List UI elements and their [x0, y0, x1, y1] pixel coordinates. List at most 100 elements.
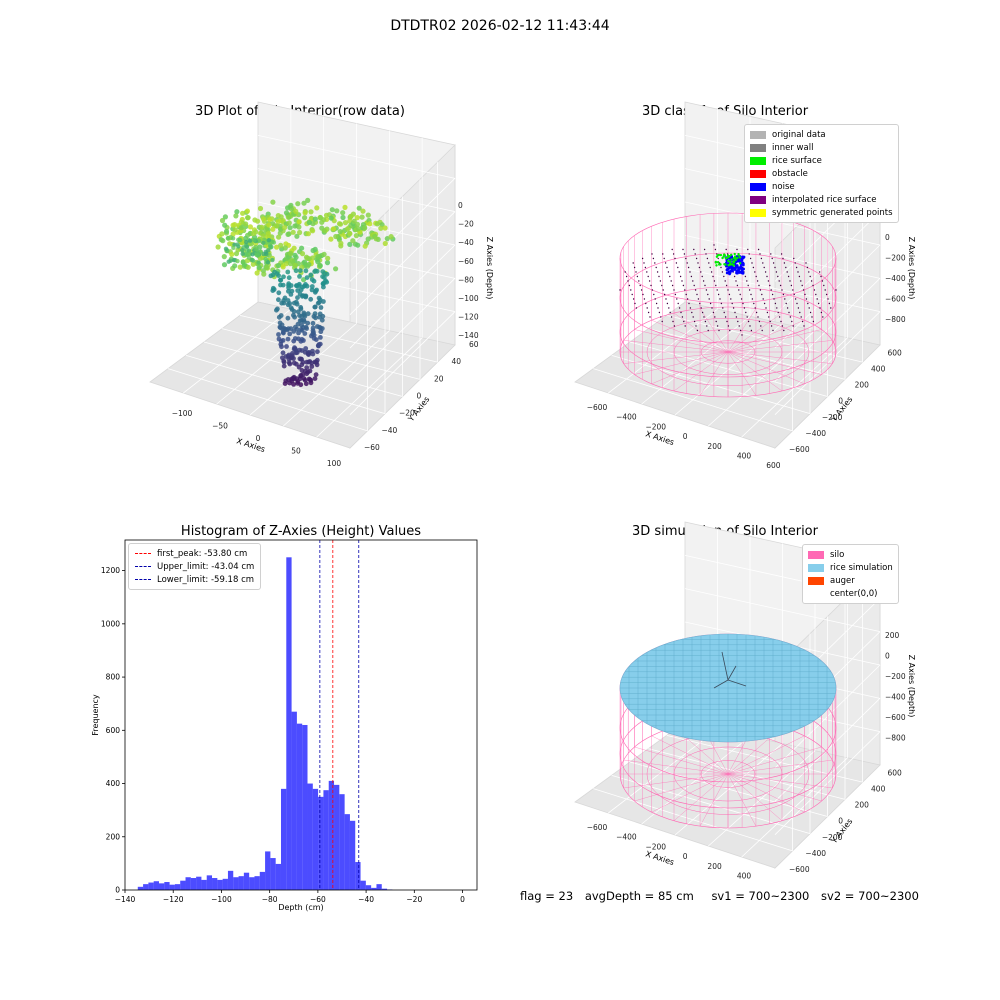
classify-legend-item: noise	[750, 180, 893, 193]
simulation-x-tick: −200	[645, 842, 666, 851]
histogram-bar	[137, 886, 144, 890]
simulation-y-tick: 400	[871, 785, 886, 794]
classify-legend-item: inner wall	[750, 141, 893, 154]
histogram-bar	[312, 788, 319, 890]
simulation-y-tick: −200	[822, 833, 843, 842]
raw-y-tick: 40	[452, 357, 462, 366]
histogram-y-tick: 0	[115, 886, 120, 895]
histogram-y-tick: 400	[106, 779, 121, 788]
histogram-reference-lines	[319, 540, 360, 890]
raw-z-tick: −40	[458, 238, 474, 247]
histogram-chart: −140 −120 −100 −80 −60 −40 −20 0 0 200 400 600 800 10…	[91, 539, 478, 912]
histogram-x-tick: −80	[262, 895, 278, 904]
histogram-y-tick: 600	[106, 726, 121, 735]
histogram-bar	[344, 814, 350, 890]
histogram-ticks: −140 −120 −100 −80 −60 −40 −20 0 0 200 400 600 800 10…	[101, 566, 465, 904]
simulation-x-tick: 400	[737, 871, 752, 880]
status-footer: flag = 23 avgDepth = 85 cm sv1 = 700~230…	[520, 889, 927, 903]
histogram-bar	[148, 882, 154, 890]
classify-y-tick: 400	[871, 365, 886, 374]
simulation-x-tick: −600	[587, 823, 608, 832]
classify-x-tick: −200	[645, 422, 666, 431]
raw-z-tick: 0	[458, 201, 463, 210]
raw-plot-box	[149, 101, 456, 449]
histogram-frame	[124, 539, 478, 891]
sv1-value: sv1 = 700~2300	[711, 889, 810, 903]
histogram-title: Histogram of Z-Axies (Height) Values	[180, 524, 422, 539]
histogram-bar	[180, 880, 186, 890]
classify-x-tick: 400	[737, 451, 752, 460]
histogram-legend-swatch	[135, 553, 151, 554]
simulation-x-tick: −400	[616, 833, 637, 842]
classify-x-tick: −600	[587, 403, 608, 412]
histogram-bar	[349, 820, 356, 890]
histogram-bar	[158, 883, 165, 890]
classify-x-tick: 200	[707, 442, 722, 451]
simulation-z-axis-label: Z Axies (Depth)	[907, 655, 916, 718]
histogram-x-tick: −140	[115, 895, 136, 904]
raw-z-axis-label: Z Axies (Depth)	[485, 237, 494, 300]
simulation-plot-ticks: −600−400−2000200400600−600−400−200020040…	[587, 631, 906, 880]
raw-z-tick: −100	[458, 294, 479, 303]
raw-y-tick: −20	[399, 409, 415, 418]
classify-legend: original data inner wall rice surface obsta…	[744, 124, 899, 223]
simulation-legend-swatch	[808, 589, 824, 598]
histogram-legend: first_peak: -53.80 cm Upper_limit: -43.04…	[128, 543, 262, 590]
raw-y-tick: −60	[364, 443, 380, 452]
simulation-rice-surface	[619, 633, 837, 743]
classify-z-axis-label: Z Axies (Depth)	[907, 237, 916, 300]
classify-legend-swatch	[750, 169, 766, 178]
simulation-z-tick: −800	[885, 734, 906, 743]
classify-legend-item: rice surface	[750, 154, 893, 167]
classify-y-tick: −600	[789, 445, 810, 454]
simulation-y-tick: −400	[805, 849, 826, 858]
simulation-legend-label: auger	[830, 575, 855, 586]
simulation-legend-item: auger	[808, 574, 893, 587]
histogram-bar	[280, 788, 287, 890]
classify-legend-label: rice surface	[772, 155, 822, 166]
histogram-legend-swatch	[135, 579, 151, 580]
histogram-bar	[270, 858, 276, 890]
avg-depth-value: avgDepth = 85 cm	[584, 889, 694, 903]
histogram-bar	[328, 780, 335, 890]
simulation-y-tick: 200	[855, 801, 870, 810]
histogram-bar	[212, 878, 218, 890]
simulation-legend-item: silo	[808, 548, 893, 561]
classify-x-tick: 600	[766, 461, 781, 470]
raw-x-tick: 50	[291, 447, 301, 456]
classify-legend-swatch	[750, 143, 766, 152]
simulation-legend-label: silo	[830, 549, 845, 560]
classify-z-tick: −600	[885, 295, 906, 304]
classify-y-tick: −400	[805, 429, 826, 438]
classify-legend-swatch	[750, 182, 766, 191]
histogram-bar	[206, 875, 213, 890]
simulation-legend-label: rice simulation	[830, 562, 893, 573]
histogram-bar	[164, 882, 170, 890]
classify-x-tick: 0	[683, 432, 688, 441]
histogram-bar	[365, 885, 372, 890]
simulation-legend-label: center(0,0)	[830, 588, 878, 599]
classify-y-tick: 200	[855, 381, 870, 390]
classify-plot-ticks: −600−400−2000200400600−600−400−200020040…	[587, 233, 906, 470]
histogram-x-tick: −120	[163, 895, 184, 904]
histogram-bar	[201, 879, 207, 890]
histogram-bar	[222, 878, 228, 890]
histogram-bar	[254, 876, 260, 890]
classify-legend-item: original data	[750, 128, 893, 141]
histogram-bar	[233, 877, 239, 890]
histogram-bar	[259, 871, 266, 890]
classify-legend-label: symmetric generated points	[772, 207, 893, 218]
simulation-x-axis-label: X Axies	[644, 849, 675, 867]
histogram-y-tick: 1000	[101, 619, 120, 628]
histogram-bar	[275, 863, 281, 890]
classify-y-tick: −200	[822, 413, 843, 422]
raw-y-tick: 0	[417, 392, 422, 401]
classify-legend-item: obstacle	[750, 167, 893, 180]
histogram-bar	[196, 876, 202, 890]
simulation-x-tick: 0	[683, 852, 688, 861]
raw-x-tick: 100	[327, 459, 342, 468]
simulation-legend-item: rice simulation	[808, 561, 893, 574]
histogram-bar	[153, 881, 159, 890]
histogram-y-tick: 200	[106, 832, 121, 841]
histogram-bar	[169, 884, 175, 890]
